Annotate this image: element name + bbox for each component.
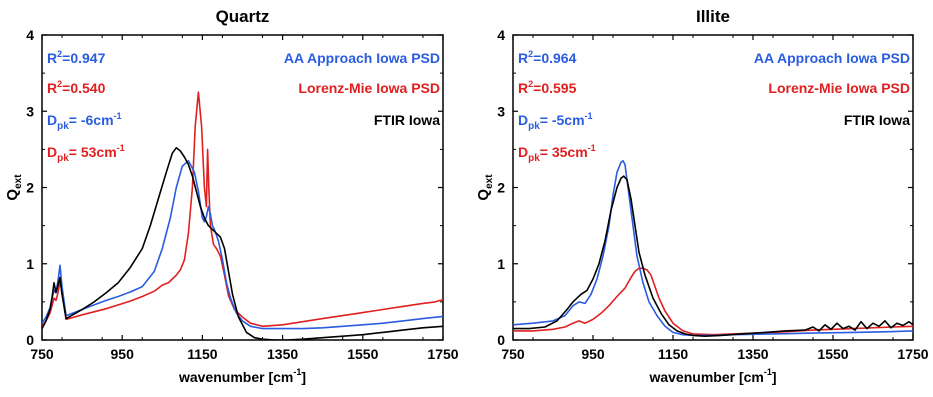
annotation-dpk-red: Dpk= 53cm-1 <box>47 143 125 164</box>
y-axis-label-sub: ext <box>13 174 24 189</box>
y-tick-label: 3 <box>497 103 505 119</box>
y-axis-label-main: Q <box>4 189 21 201</box>
y-tick-label: 2 <box>26 180 34 196</box>
annotation-sup: -1 <box>585 111 593 121</box>
y-axis-label-sub: ext <box>484 174 495 189</box>
legend-entry: Lorenz-Mie Iowa PSD <box>768 80 910 96</box>
panel-illite: Illite 750 950 1150 1350 1550 1750 0 1 2 3 4 wavenum… <box>475 7 929 385</box>
annotation-text: =0.947 <box>62 50 105 66</box>
annotation-r2-red: R2=0.595 <box>518 79 577 96</box>
annotation-dpk-blue: Dpk= -6cm-1 <box>47 111 122 132</box>
annotation-sup: 2 <box>528 49 533 59</box>
x-axis-label-sup: -1 <box>293 367 301 377</box>
annotation-text: R <box>518 80 528 96</box>
annotation-text: R <box>47 80 57 96</box>
y-tick-label: 4 <box>497 27 505 43</box>
annotation-r2-red: R2=0.540 <box>47 79 106 96</box>
annotation-sub: pk <box>57 121 69 132</box>
x-axis-label-main: wavenumber [cm <box>648 369 763 385</box>
x-tick-label: 1150 <box>658 346 689 362</box>
x-axis-label: wavenumber [cm-1] <box>648 367 776 385</box>
annotation-text: = 53cm <box>69 144 117 160</box>
x-axis-label-end: ] <box>301 369 306 385</box>
annotation-sup: -1 <box>588 143 596 153</box>
annotation-text: =0.540 <box>62 80 105 96</box>
y-axis-label: Qext <box>4 174 24 201</box>
legend-entry: FTIR Iowa <box>844 112 910 128</box>
legend-entry: AA Approach Iowa PSD <box>284 50 440 66</box>
annotation-sub: pk <box>528 121 540 132</box>
annotation-text: =0.964 <box>533 50 576 66</box>
x-axis-label-sup: -1 <box>764 367 772 377</box>
x-tick-label: 950 <box>111 346 135 362</box>
x-tick-label: 950 <box>581 346 605 362</box>
chart-title: Quartz <box>216 7 270 26</box>
x-axis-label-end: ] <box>772 369 777 385</box>
annotation-r2-blue: R2=0.964 <box>518 49 577 66</box>
x-tick-label: 1750 <box>897 346 928 362</box>
annotation-sup: 2 <box>57 49 62 59</box>
y-tick-label: 3 <box>26 103 34 119</box>
annotation-text: D <box>47 112 57 128</box>
annotation-text: D <box>47 144 57 160</box>
annotation-sup: -1 <box>114 111 122 121</box>
x-tick-label: 1350 <box>267 346 298 362</box>
chart-title: Illite <box>696 7 730 26</box>
annotation-sup: 2 <box>528 79 533 89</box>
annotation-text: =0.595 <box>533 80 576 96</box>
x-axis-label: wavenumber [cm-1] <box>178 367 306 385</box>
x-axis-label-main: wavenumber [cm <box>178 369 293 385</box>
y-tick-label: 0 <box>26 332 34 348</box>
annotation-r2-blue: R2=0.947 <box>47 49 106 66</box>
annotation-sub: pk <box>528 153 540 164</box>
annotation-text: = 35cm <box>540 144 588 160</box>
x-tick-label: 1550 <box>347 346 378 362</box>
series-line-aa-approach-iowa-psd <box>513 160 913 337</box>
x-tick-label: 750 <box>30 346 54 362</box>
x-tick-label: 1350 <box>737 346 768 362</box>
annotation-sup: -1 <box>117 143 125 153</box>
y-axis-label: Qext <box>475 174 495 201</box>
annotation-sup: 2 <box>57 79 62 89</box>
series-line-ftir-iowa <box>42 147 443 340</box>
legend-entry: AA Approach Iowa PSD <box>754 50 910 66</box>
y-tick-label: 1 <box>497 256 505 272</box>
y-tick-label: 4 <box>26 27 34 43</box>
y-tick-label: 1 <box>26 256 34 272</box>
y-tick-label: 2 <box>497 180 505 196</box>
x-tick-label: 1750 <box>427 346 458 362</box>
annotation-text: D <box>518 144 528 160</box>
annotation-sub: pk <box>57 153 69 164</box>
x-tick-label: 750 <box>501 346 525 362</box>
x-tick-label: 1150 <box>187 346 218 362</box>
annotation-text: R <box>518 50 528 66</box>
annotation-text: = -6cm <box>69 112 114 128</box>
annotation-text: R <box>47 50 57 66</box>
y-tick-label: 0 <box>497 332 505 348</box>
x-tick-label: 1550 <box>817 346 848 362</box>
y-axis-label-main: Q <box>475 189 492 201</box>
panel-quartz: Quartz 750 950 1150 1350 1550 1750 0 1 2 3 4 wavenum… <box>4 7 459 385</box>
annotation-dpk-red: Dpk= 35cm-1 <box>518 143 596 164</box>
series-line-ftir-iowa <box>513 175 913 337</box>
legend-entry: FTIR Iowa <box>374 112 440 128</box>
series-line-aa-approach-iowa-psd <box>42 160 443 330</box>
annotation-text: D <box>518 112 528 128</box>
legend-entry: Lorenz-Mie Iowa PSD <box>298 80 440 96</box>
annotation-dpk-blue: Dpk= -5cm-1 <box>518 111 593 132</box>
annotation-text: = -5cm <box>540 112 585 128</box>
